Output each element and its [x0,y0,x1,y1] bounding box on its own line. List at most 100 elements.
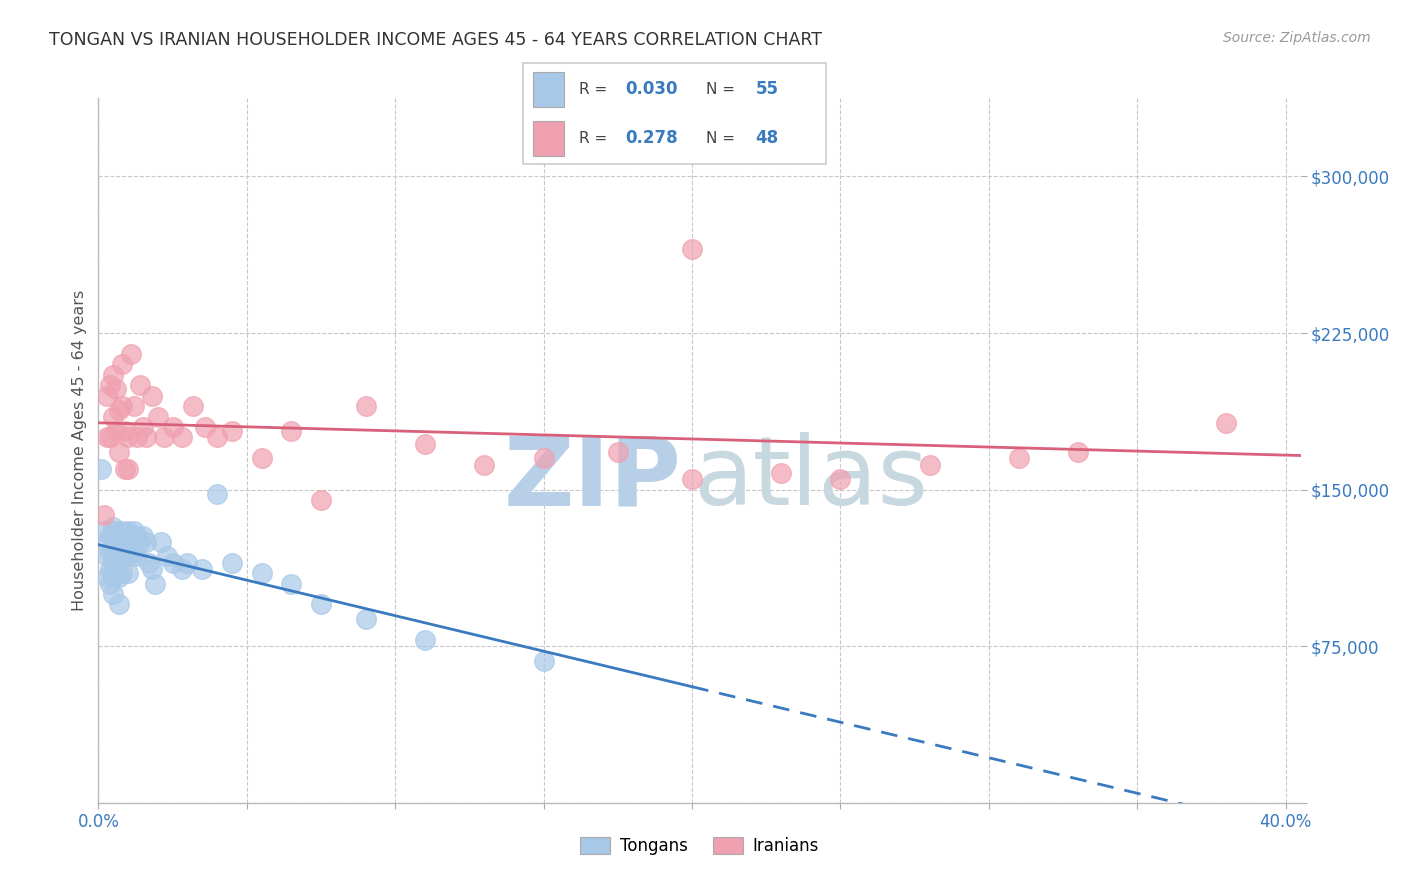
Point [770,466,793,480]
Point [280,576,302,591]
Point [105,524,128,539]
Text: R =: R = [579,131,612,146]
Text: 48: 48 [755,129,779,147]
Point [122,524,145,539]
Point [98,562,121,576]
Point [98,528,121,542]
Point [120,347,142,361]
Point [122,399,145,413]
Point [413,436,436,450]
Point [108,403,131,417]
Point [125,549,148,564]
Text: N =: N = [706,81,740,96]
Point [96,570,118,584]
Point [176,556,198,570]
Point [135,430,157,444]
Point [93,524,115,539]
Point [1067,445,1090,459]
Point [90,461,112,475]
Point [132,528,155,542]
Text: 0.278: 0.278 [626,129,678,147]
Point [105,566,128,581]
Point [129,534,152,549]
Point [141,389,163,403]
Point [103,556,125,570]
Point [194,420,217,434]
Point [250,451,273,466]
Point [125,528,148,542]
Point [170,562,193,576]
Point [533,451,555,466]
Point [98,545,121,559]
Text: TONGAN VS IRANIAN HOUSEHOLDER INCOME AGES 45 - 64 YEARS CORRELATION CHART: TONGAN VS IRANIAN HOUSEHOLDER INCOME AGE… [49,31,823,49]
Point [96,430,118,444]
Point [98,576,121,591]
Point [120,549,142,564]
Bar [533,121,564,156]
Point [309,598,332,612]
Point [108,528,131,542]
Point [108,598,131,612]
Point [98,430,121,444]
Point [114,461,136,475]
Point [103,520,125,534]
Point [354,612,377,626]
Text: atlas: atlas [693,432,928,525]
Point [111,545,134,559]
Point [191,562,214,576]
Point [103,541,125,555]
Point [170,430,193,444]
Point [105,424,128,438]
Point [114,424,136,438]
Point [111,566,134,581]
Y-axis label: Householder Income Ages 45 - 64 years: Householder Income Ages 45 - 64 years [72,290,87,611]
Point [354,399,377,413]
Point [162,420,184,434]
Point [681,472,703,486]
Point [103,587,125,601]
Text: R =: R = [579,81,612,96]
Point [918,458,941,472]
Point [681,243,703,257]
Point [606,445,628,459]
Point [138,556,160,570]
Point [117,430,139,444]
Point [111,524,134,539]
Point [108,445,131,459]
Bar [533,71,564,106]
Point [280,424,302,438]
Point [96,549,118,564]
Point [96,389,118,403]
Point [205,430,228,444]
Point [111,399,134,413]
Point [117,461,139,475]
Point [122,545,145,559]
Point [205,487,228,501]
Text: 55: 55 [755,80,779,98]
Point [1007,451,1029,466]
Text: 0.030: 0.030 [626,80,678,98]
Point [117,545,139,559]
Point [105,383,128,397]
Point [830,472,852,486]
Point [108,570,131,584]
Point [143,576,166,591]
Text: N =: N = [706,131,740,146]
Text: ZIP: ZIP [503,432,682,525]
Point [120,528,142,542]
Point [141,562,163,576]
Text: Source: ZipAtlas.com: Source: ZipAtlas.com [1223,31,1371,45]
Point [96,534,118,549]
Point [152,430,174,444]
Point [114,549,136,564]
Point [103,570,125,584]
Point [93,508,115,522]
Point [117,524,139,539]
Point [472,458,495,472]
Point [125,430,148,444]
Point [108,549,131,564]
Point [309,493,332,508]
Legend: Tongans, Iranians: Tongans, Iranians [574,830,825,862]
Point [156,549,179,564]
Point [103,409,125,424]
